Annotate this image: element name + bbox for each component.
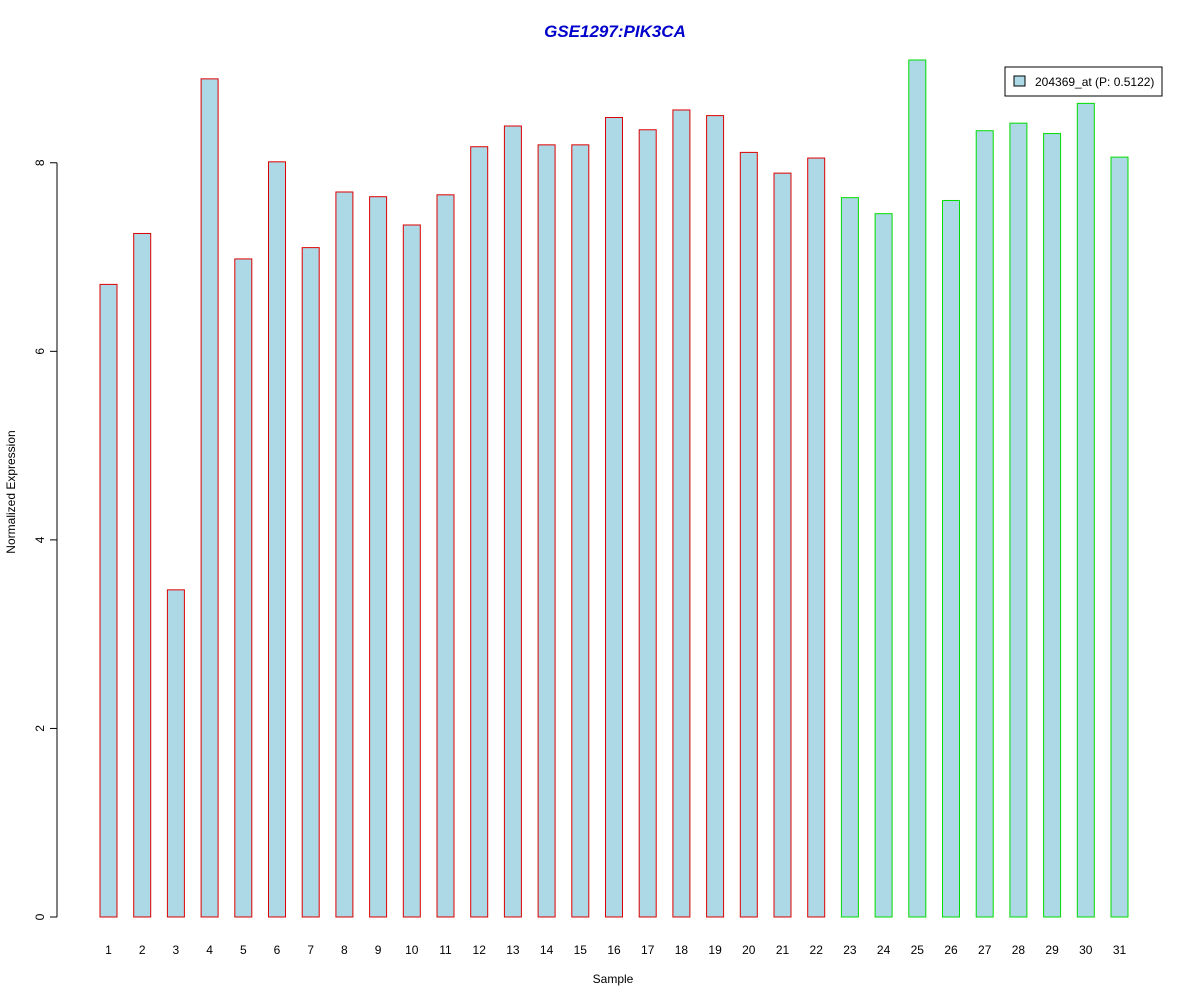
legend-label: 204369_at (P: 0.5122) bbox=[1035, 75, 1154, 89]
x-tick-label: 10 bbox=[405, 943, 419, 957]
x-tick-label: 22 bbox=[810, 943, 824, 957]
x-tick-label: 19 bbox=[708, 943, 722, 957]
bars bbox=[99, 59, 1129, 918]
bar bbox=[402, 224, 421, 918]
bar bbox=[503, 125, 522, 918]
y-tick-label: 8 bbox=[33, 159, 47, 166]
bar bbox=[908, 59, 927, 918]
x-tick-label: 17 bbox=[641, 943, 655, 957]
bar bbox=[234, 258, 253, 918]
x-tick-label: 8 bbox=[341, 943, 348, 957]
bar bbox=[605, 117, 623, 918]
x-tick-label: 23 bbox=[843, 943, 857, 957]
bar bbox=[571, 144, 590, 918]
x-tick-label: 13 bbox=[506, 943, 520, 957]
x-tick-label: 15 bbox=[574, 943, 588, 957]
bar bbox=[1009, 122, 1028, 918]
y-tick-label: 4 bbox=[33, 536, 47, 543]
bar bbox=[436, 194, 455, 918]
x-tick-label: 1 bbox=[105, 943, 112, 957]
x-tick-label: 21 bbox=[776, 943, 790, 957]
x-tick-label: 30 bbox=[1079, 943, 1093, 957]
bar bbox=[335, 191, 354, 918]
bar bbox=[268, 161, 286, 918]
x-tick-label: 2 bbox=[139, 943, 146, 957]
x-tick-label: 28 bbox=[1012, 943, 1026, 957]
x-tick-label: 14 bbox=[540, 943, 554, 957]
legend: 204369_at (P: 0.5122) bbox=[1004, 66, 1163, 97]
x-tick-label: 27 bbox=[978, 943, 992, 957]
x-axis-title: Sample bbox=[593, 972, 634, 986]
bar bbox=[874, 213, 893, 918]
bar bbox=[166, 589, 185, 918]
bar bbox=[133, 232, 152, 918]
legend-swatch bbox=[1013, 75, 1026, 87]
bar bbox=[1043, 133, 1062, 918]
x-tick-label: 12 bbox=[473, 943, 487, 957]
x-tick-label: 3 bbox=[173, 943, 180, 957]
y-tick-label: 6 bbox=[33, 348, 47, 355]
bar bbox=[942, 199, 960, 918]
chart-title: GSE1297:PIK3CA bbox=[544, 22, 686, 41]
bar bbox=[807, 157, 826, 918]
x-tick-label: 29 bbox=[1045, 943, 1059, 957]
bar bbox=[99, 283, 118, 918]
bar bbox=[672, 109, 691, 918]
legend-box bbox=[1004, 66, 1163, 97]
x-tick-label: 16 bbox=[607, 943, 621, 957]
bar bbox=[706, 115, 725, 918]
bar bbox=[1076, 102, 1095, 918]
y-tick-label: 0 bbox=[33, 913, 47, 920]
x-tick-label: 7 bbox=[307, 943, 314, 957]
x-axis: 1 2 3 4 5 6 7 8 9 10 11 12 13 14 15 16 17 18 19 20 21 22 23 24 2… bbox=[105, 943, 1126, 957]
bar bbox=[200, 78, 219, 918]
bar bbox=[840, 197, 859, 918]
bar bbox=[638, 129, 657, 918]
x-tick-label: 18 bbox=[675, 943, 689, 957]
x-tick-label: 26 bbox=[944, 943, 958, 957]
bar bbox=[369, 196, 388, 918]
x-tick-label: 24 bbox=[877, 943, 891, 957]
x-tick-label: 5 bbox=[240, 943, 247, 957]
x-tick-label: 6 bbox=[274, 943, 281, 957]
bar bbox=[739, 151, 758, 918]
x-tick-label: 11 bbox=[439, 943, 452, 957]
bar bbox=[470, 146, 489, 918]
bar bbox=[301, 247, 320, 918]
bar bbox=[773, 172, 792, 918]
x-tick-label: 9 bbox=[375, 943, 382, 957]
y-tick-label: 2 bbox=[33, 725, 47, 732]
x-tick-label: 20 bbox=[742, 943, 756, 957]
y-axis: 0 2 4 6 8 bbox=[33, 159, 58, 920]
bar bbox=[537, 144, 556, 918]
x-tick-label: 4 bbox=[206, 943, 213, 957]
bar bbox=[1110, 156, 1129, 918]
y-axis-title: Normalized Expression bbox=[4, 430, 18, 553]
x-tick-label: 31 bbox=[1113, 943, 1127, 957]
x-tick-label: 25 bbox=[911, 943, 925, 957]
bar bbox=[975, 130, 994, 918]
